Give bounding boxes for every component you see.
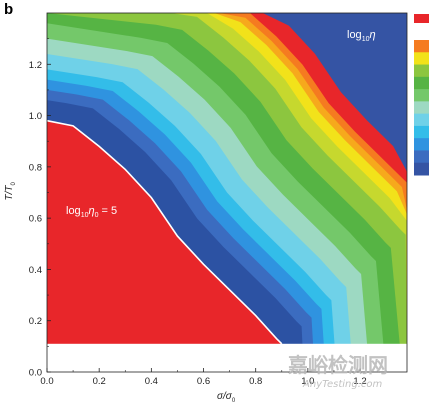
x-tick-label-5: 1.0 — [301, 376, 314, 387]
colorbar-top-swatch — [414, 14, 429, 23]
panel-label: b — [4, 1, 13, 18]
y-tick-label-1: 0.2 — [29, 316, 42, 327]
y-tick-label-3: 0.6 — [29, 214, 42, 225]
x-axis-label-main: σ/σ — [217, 391, 233, 402]
y-axis-label-main: T/T — [4, 185, 15, 201]
colorbar-title: log10η — [347, 29, 376, 43]
y-tick-label-4: 0.8 — [29, 162, 42, 173]
watermark-line1: 嘉峪检测网 — [287, 353, 388, 377]
data-floor-blank — [47, 343, 407, 372]
contour-boundary-line — [46, 119, 283, 345]
annotation-mid: η — [88, 205, 94, 217]
x-tick-label-4: 0.8 — [249, 376, 262, 387]
region-annotation: log10η0 = 5 — [66, 205, 117, 219]
x-axis: 0.0 0.2 0.4 0.6 0.8 1.0 1.2 — [40, 368, 387, 387]
x-axis-label: σ/σ0 — [217, 391, 236, 404]
watermark: 嘉峪检测网 AnyTesting.com — [287, 353, 388, 390]
x-tick-label-6: 1.2 — [353, 376, 366, 387]
colorbar-swatch-7 — [414, 125, 429, 139]
x-tick-label-1: 0.2 — [93, 376, 106, 387]
x-tick-label-3: 0.6 — [197, 376, 210, 387]
colorbar-title-pre: log — [347, 29, 362, 41]
y-tick-label-6: 1.2 — [29, 60, 42, 71]
colorbar-swatch-5 — [414, 101, 429, 115]
high-viscosity-region — [47, 120, 282, 372]
colorbar-swatch-10 — [414, 162, 429, 176]
colorbar-swatch-2 — [414, 64, 429, 78]
annotation-post: = 5 — [99, 205, 118, 217]
colorbar — [414, 14, 429, 176]
watermark-line2: AnyTesting.com — [302, 379, 383, 390]
plot-area — [46, 12, 408, 373]
y-tick-label-0: 0.0 — [29, 368, 42, 379]
x-tick-label-2: 0.4 — [145, 376, 158, 387]
annotation-sub2: 0 — [95, 212, 99, 219]
colorbar-swatch-3 — [414, 76, 429, 90]
colorbar-swatch-6 — [414, 113, 429, 127]
x-tick-label-0: 0.0 — [40, 376, 53, 387]
annotation-sub1: 10 — [81, 212, 89, 219]
y-tick-label-2: 0.4 — [29, 265, 42, 276]
y-tick-label-5: 1.0 — [29, 111, 42, 122]
colorbar-swatch-1 — [414, 52, 429, 66]
colorbar-title-post: η — [369, 29, 375, 41]
contour-bands — [47, 13, 407, 373]
y-axis-label-sub: 0 — [11, 182, 17, 186]
colorbar-title-sub: 10 — [362, 36, 370, 43]
y-axis: 0.0 0.2 0.4 0.6 0.8 1.0 1.2 — [29, 38, 51, 379]
y-axis-label: T/T0 — [4, 182, 17, 201]
annotation-pre: log — [66, 205, 81, 217]
colorbar-swatch-4 — [414, 89, 429, 102]
colorbar-swatch-8 — [414, 138, 429, 151]
x-axis-label-sub: 0 — [232, 398, 236, 404]
colorbar-swatch-9 — [414, 150, 429, 164]
colorbar-swatch-0 — [414, 40, 429, 53]
